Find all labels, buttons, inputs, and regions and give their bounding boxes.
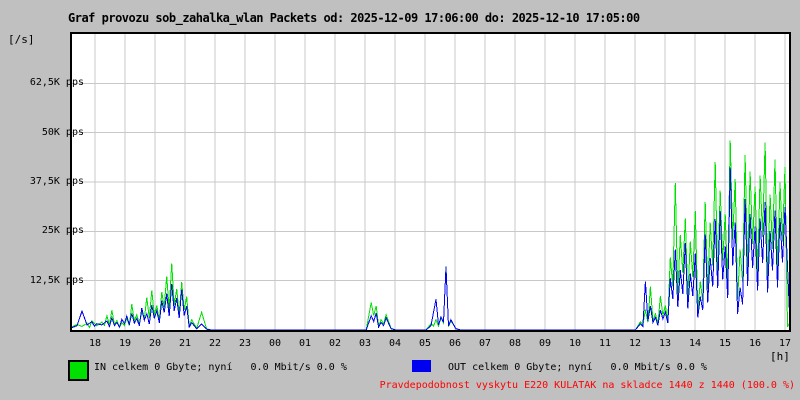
in-series-line <box>71 140 791 331</box>
stock-alert-text: Pravdepodobnost vyskytu E220 KULATAK na … <box>379 380 795 391</box>
x-tick-label: 12 <box>628 338 642 349</box>
x-tick-label: 23 <box>238 338 252 349</box>
traffic-plot <box>70 32 791 332</box>
x-tick-label: 18 <box>88 338 102 349</box>
y-tick-label: 12,5K pps <box>29 275 84 286</box>
x-tick-label: 08 <box>508 338 522 349</box>
x-tick-label: 03 <box>358 338 372 349</box>
x-tick-label: 07 <box>478 338 492 349</box>
y-tick-label: 50K pps <box>41 127 84 138</box>
x-tick-label: 01 <box>298 338 312 349</box>
x-tick-label: 17 <box>778 338 792 349</box>
x-tick-label: 04 <box>388 338 402 349</box>
x-tick-label: 20 <box>148 338 162 349</box>
y-tick-label: 25K pps <box>41 225 84 236</box>
x-tick-label: 13 <box>658 338 672 349</box>
x-tick-label: 11 <box>598 338 612 349</box>
x-tick-label: 16 <box>748 338 762 349</box>
out-series-line <box>71 167 791 331</box>
y-tick-label: 37,5K pps <box>29 176 84 187</box>
legend-in-swatch <box>68 360 89 381</box>
x-tick-label: 22 <box>208 338 222 349</box>
x-tick-label: 14 <box>688 338 702 349</box>
x-tick-label: 06 <box>448 338 462 349</box>
x-axis-unit-label: [h] <box>770 350 790 363</box>
x-tick-label: 19 <box>118 338 132 349</box>
x-tick-label: 09 <box>538 338 552 349</box>
legend-out-label: OUT celkem 0 Gbyte; nyní 0.0 Mbit/s 0.0 … <box>448 362 707 373</box>
x-tick-label: 10 <box>568 338 582 349</box>
y-axis-unit-label: [/s] <box>8 33 35 46</box>
legend-in-label: IN celkem 0 Gbyte; nyní 0.0 Mbit/s 0.0 % <box>94 362 347 373</box>
y-tick-label: 62,5K pps <box>29 77 84 88</box>
x-tick-label: 21 <box>178 338 192 349</box>
legend-out-swatch <box>412 360 431 372</box>
x-tick-label: 00 <box>268 338 282 349</box>
x-tick-label: 15 <box>718 338 732 349</box>
x-tick-label: 02 <box>328 338 342 349</box>
chart-title: Graf provozu sob_zahalka_wlan Packets od… <box>68 11 640 25</box>
plot-border <box>70 32 791 332</box>
x-tick-label: 05 <box>418 338 432 349</box>
